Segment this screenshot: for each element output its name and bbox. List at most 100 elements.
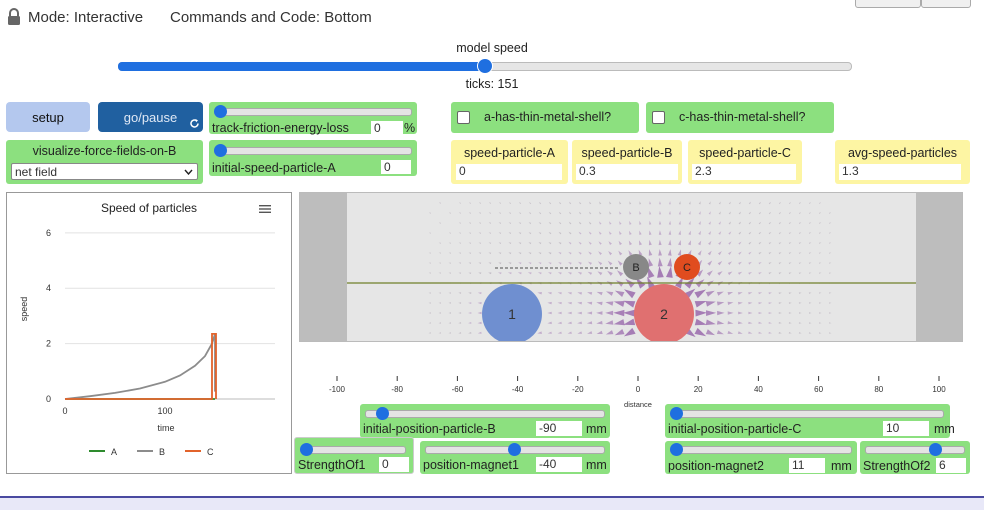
settings-button[interactable] (855, 0, 921, 8)
help-button[interactable] (921, 0, 971, 8)
field-arrow (538, 212, 542, 215)
strength2-value[interactable]: 6 (936, 458, 966, 473)
field-arrow (448, 312, 451, 314)
field-arrow (778, 252, 782, 255)
field-arrow (478, 222, 482, 224)
distance-axis: -100 -80 -60 -40 -20 0 20 40 60 80 100 distance (329, 376, 946, 409)
field-arrow (438, 322, 441, 324)
field-arrow (708, 231, 712, 235)
field-arrow (748, 292, 753, 295)
mode-label[interactable]: Mode: Interactive (28, 9, 144, 26)
c-shell-checkbox[interactable] (652, 111, 665, 124)
field-arrow (477, 311, 482, 315)
lock-icon[interactable] (7, 8, 21, 26)
field-arrow (569, 201, 572, 205)
force-field-select[interactable]: net field (11, 163, 198, 180)
pos-magnet1-slider[interactable]: position-magnet1 -40 mm (420, 441, 610, 474)
strength1-value[interactable]: 0 (379, 457, 409, 472)
c-shell-switch[interactable]: c-has-thin-metal-shell? (646, 102, 834, 133)
friction-slider-track[interactable] (214, 108, 412, 116)
field-arrow (768, 312, 772, 314)
particle-c[interactable] (674, 254, 700, 280)
friction-slider[interactable]: track-friction-energy-loss 0 % (209, 102, 417, 135)
init-speed-a-handle[interactable] (214, 144, 227, 157)
pos-magnet2-track[interactable] (670, 446, 852, 454)
field-arrow (468, 222, 472, 224)
monitor-speed-a: speed-particle-A 0 (451, 140, 568, 184)
init-pos-b-track[interactable] (365, 410, 605, 418)
init-speed-a-value[interactable]: 0 (381, 160, 411, 174)
friction-slider-label: track-friction-energy-loss (212, 121, 349, 135)
strength2-handle[interactable] (928, 443, 942, 456)
field-arrow (478, 252, 482, 254)
field-arrow (518, 252, 522, 255)
world-view[interactable]: 1 2 B C (299, 192, 963, 342)
field-arrow (498, 272, 502, 275)
field-arrow (738, 311, 743, 315)
friction-slider-handle[interactable] (214, 105, 227, 118)
field-arrow (538, 232, 542, 235)
field-arrow (728, 201, 731, 205)
init-speed-a-slider[interactable]: initial-speed-particle-A 0 (209, 140, 417, 176)
field-arrow (798, 252, 802, 254)
init-speed-a-track[interactable] (214, 147, 412, 155)
legend-label-C[interactable]: C (207, 447, 214, 457)
field-arrow (738, 271, 743, 275)
field-arrow (438, 272, 441, 274)
field-arrow (716, 330, 724, 335)
plot-y-tick: 4 (46, 283, 51, 293)
field-arrow (668, 210, 671, 215)
strength1-handle[interactable] (300, 443, 313, 456)
init-pos-b-label: initial-position-particle-B (363, 422, 496, 436)
legend-label-B[interactable]: B (159, 447, 165, 457)
field-arrow (428, 212, 431, 214)
field-arrow (798, 202, 802, 205)
pos-magnet2-value[interactable]: 11 (789, 458, 825, 473)
field-arrow (518, 212, 522, 215)
field-arrow (706, 310, 717, 316)
pos-magnet2-label: position-magnet2 (668, 459, 764, 473)
strength1-slider[interactable]: StrengthOf1 0 (294, 437, 414, 474)
a-shell-switch[interactable]: a-has-thin-metal-shell? (451, 102, 639, 133)
init-pos-b-slider[interactable]: initial-position-particle-B -90 mm (360, 404, 610, 438)
force-field-chooser[interactable]: visualize-force-fields-on-B net field (6, 140, 203, 184)
strength2-slider[interactable]: StrengthOf2 6 (860, 441, 970, 474)
field-arrow (728, 231, 732, 235)
field-arrow (758, 201, 761, 205)
init-pos-b-handle[interactable] (376, 407, 390, 420)
field-arrow (788, 332, 792, 334)
pos-magnet2-handle[interactable] (670, 443, 683, 456)
field-arrow (678, 211, 681, 215)
particle-b[interactable] (623, 254, 649, 280)
commands-label[interactable]: Commands and Code: Bottom (170, 9, 372, 26)
field-arrow (568, 251, 572, 255)
magnet-2[interactable] (634, 284, 694, 341)
legend-label-A[interactable]: A (111, 447, 117, 457)
pos-magnet1-handle[interactable] (507, 443, 521, 456)
menu-icon[interactable] (259, 204, 271, 214)
speed-plot[interactable]: Speed of particles 0 2 4 6 0 100 time speed A B C (6, 192, 292, 474)
field-arrow (458, 212, 461, 214)
init-pos-c-value[interactable]: 10 (883, 421, 929, 436)
a-shell-checkbox[interactable] (457, 111, 470, 124)
field-arrow (768, 201, 771, 205)
setup-button[interactable]: setup (6, 102, 90, 132)
init-pos-c-slider[interactable]: initial-position-particle-C 10 mm (665, 404, 955, 438)
strength1-track[interactable] (300, 446, 406, 454)
forever-icon (190, 119, 199, 128)
friction-value[interactable]: 0 (371, 121, 403, 135)
init-pos-b-value[interactable]: -90 (536, 421, 582, 436)
field-arrow (628, 240, 632, 246)
axis-tick-label: -40 (512, 385, 524, 394)
field-arrow (458, 262, 462, 264)
pos-magnet2-slider[interactable]: position-magnet2 11 mm (665, 441, 857, 474)
field-arrow (639, 211, 642, 215)
magnet-1[interactable] (482, 284, 542, 341)
go-pause-button[interactable]: go/pause (98, 102, 203, 132)
init-pos-c-track[interactable] (670, 410, 944, 418)
strength2-track[interactable] (865, 446, 965, 454)
go-pause-label: go/pause (123, 109, 178, 125)
init-pos-c-handle[interactable] (670, 407, 683, 420)
model-speed-handle[interactable] (477, 58, 493, 74)
pos-magnet1-value[interactable]: -40 (536, 457, 582, 472)
